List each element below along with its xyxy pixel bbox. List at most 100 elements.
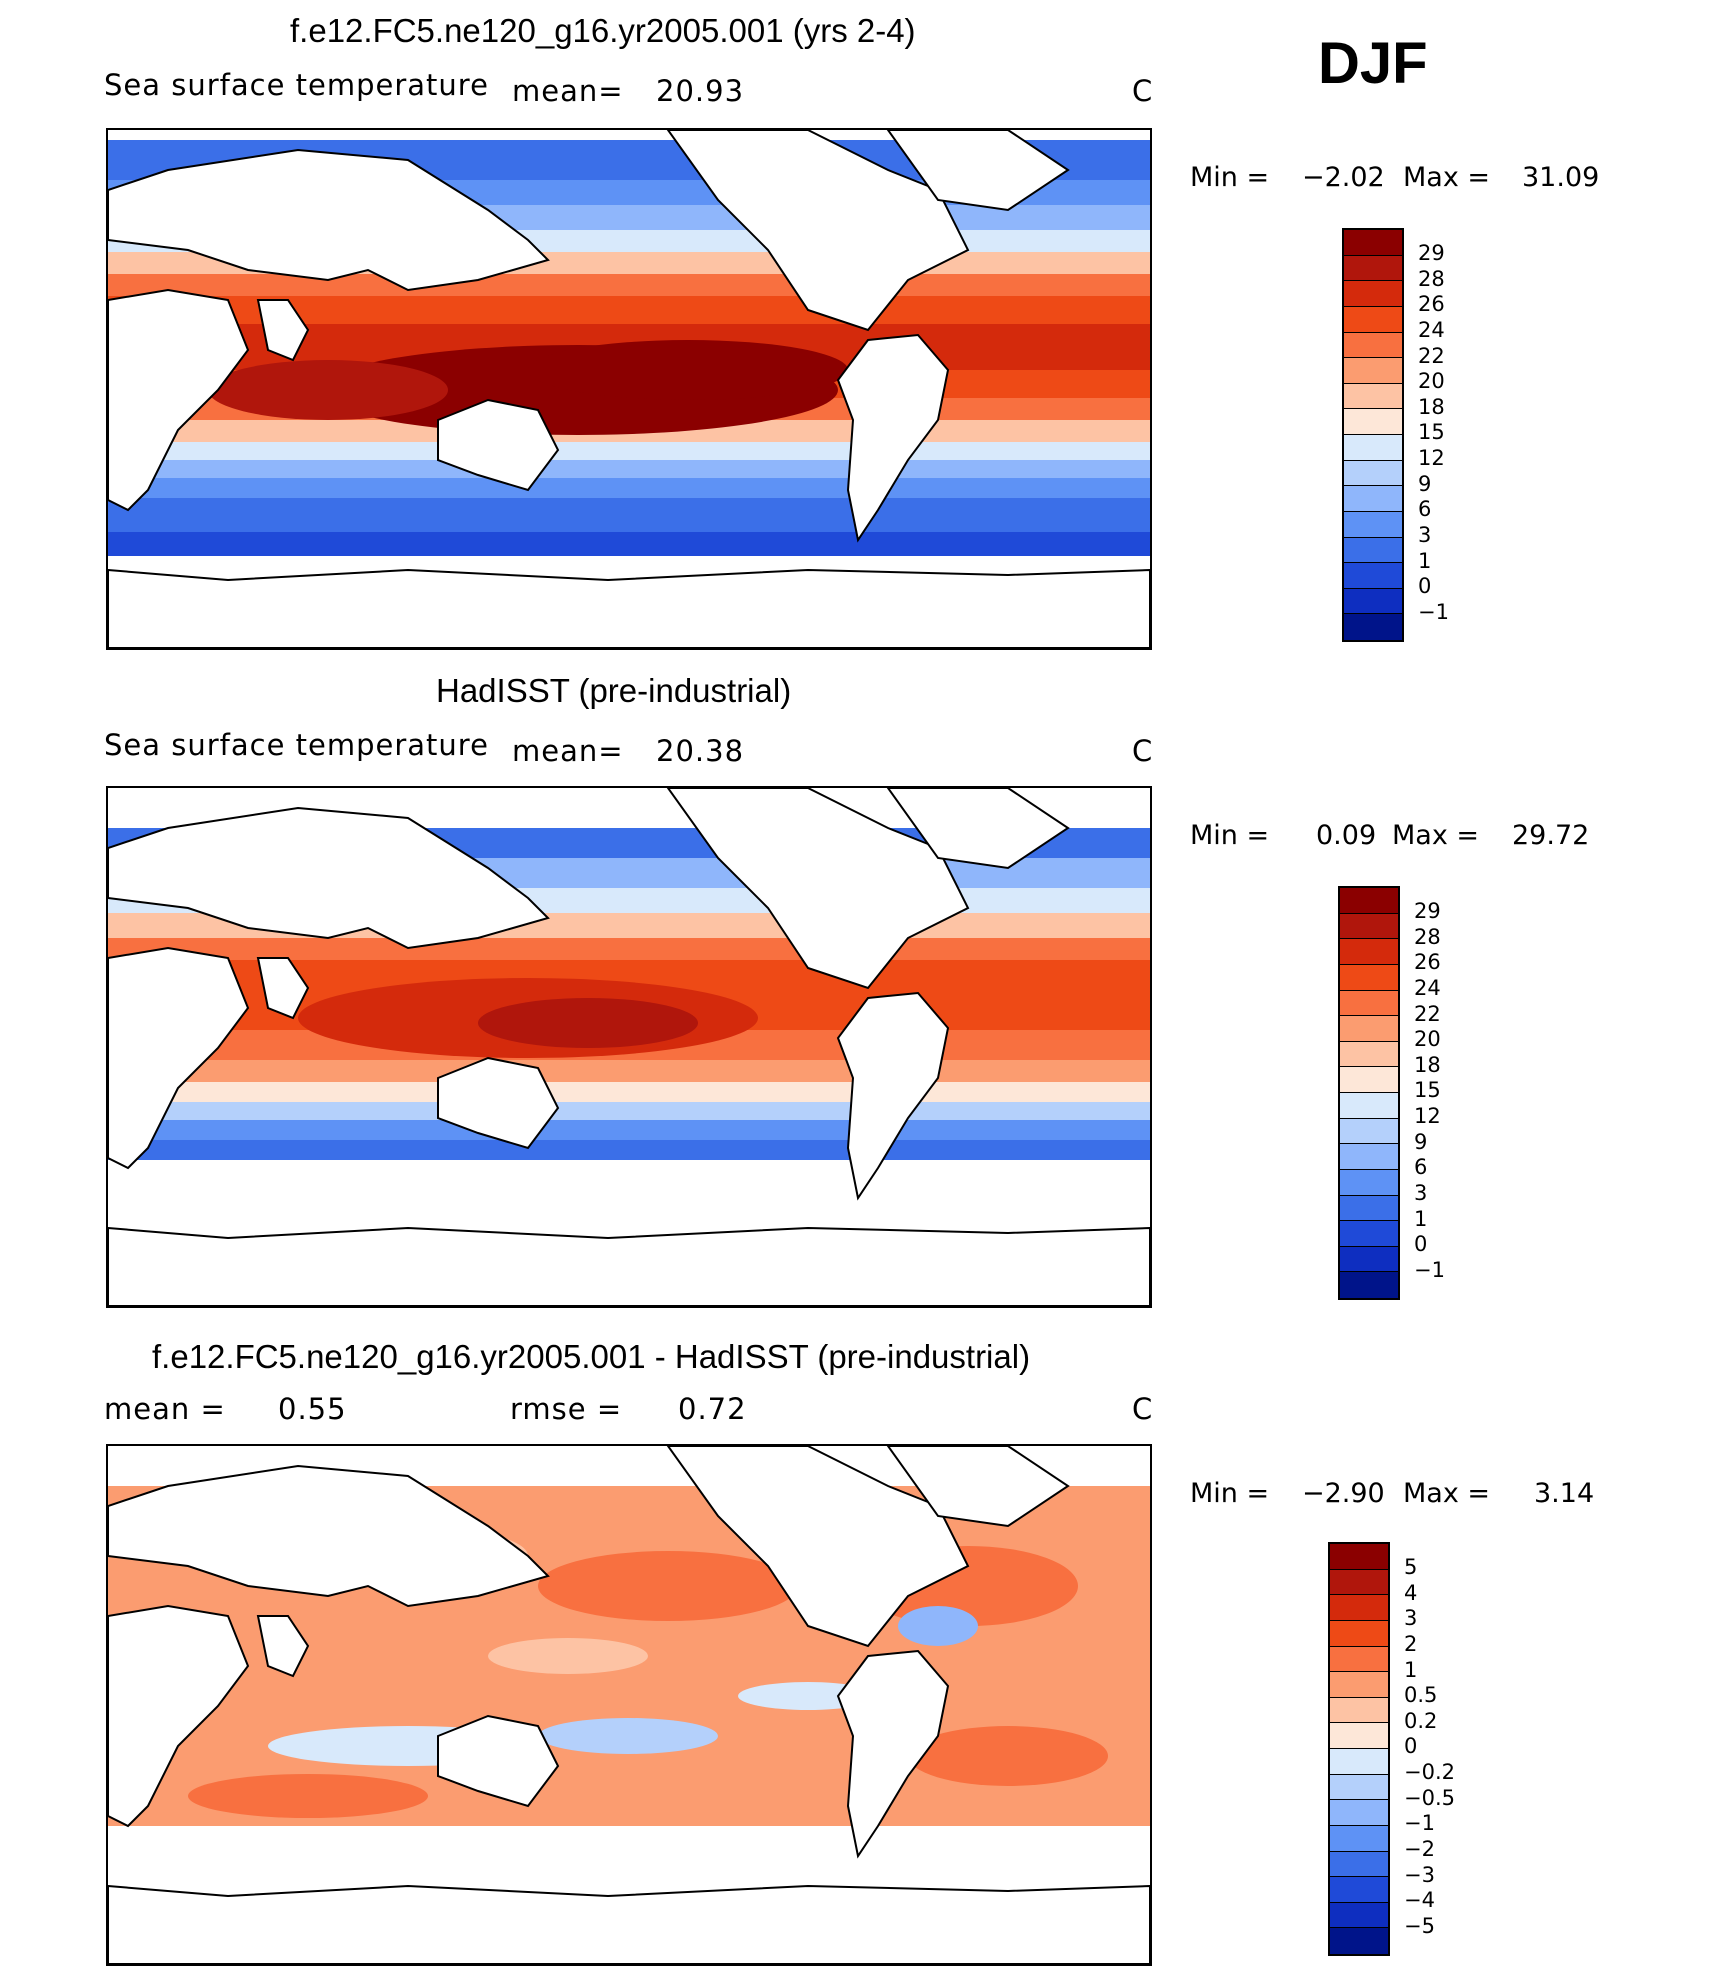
panel1-min-label: Min =: [1190, 162, 1270, 193]
colorbar-tick-label: 15: [1414, 1078, 1441, 1103]
colorbar-swatch: [1340, 1272, 1398, 1298]
land: [437, 1714, 560, 1808]
anomaly: [188, 1774, 428, 1818]
band: [108, 442, 1150, 460]
colorbar-tick-label: 3: [1418, 522, 1432, 547]
panel3-rmse-value: 0.72: [678, 1392, 747, 1426]
colorbar-swatch: [1340, 1221, 1398, 1247]
colorbar-swatch: [1330, 1877, 1388, 1903]
colorbar-swatch: [1330, 1646, 1388, 1673]
panel1-max-value: 31.09: [1522, 162, 1600, 193]
land: [437, 398, 560, 492]
colorbar-swatch: [1344, 332, 1402, 359]
panel1-min-value: −2.02: [1302, 162, 1385, 193]
colorbar-swatch: [1340, 1144, 1398, 1170]
colorbar-swatch: [1340, 913, 1398, 940]
colorbar-swatch: [1344, 306, 1402, 333]
colorbar-swatch: [1330, 1774, 1388, 1801]
panel3-max-value: 3.14: [1534, 1478, 1595, 1509]
land: [108, 148, 550, 292]
colorbar-tick-label: −0.5: [1404, 1785, 1455, 1810]
colorbar-tick-label: 0.2: [1404, 1708, 1438, 1733]
panel2-min-label: Min =: [1190, 820, 1270, 851]
colorbar-swatch: [1330, 1800, 1388, 1826]
land: [666, 1446, 970, 1648]
colorbar-swatch: [1330, 1902, 1388, 1929]
panel2-max-label: Max =: [1392, 820, 1480, 851]
colorbar-swatch: [1344, 435, 1402, 461]
panel1-colorbar: [1342, 228, 1404, 642]
colorbar-swatch: [1340, 939, 1398, 965]
colorbar-swatch: [1330, 1851, 1388, 1878]
land: [108, 288, 250, 512]
colorbar-tick-label: 18: [1414, 1052, 1441, 1077]
colorbar-tick-label: 20: [1414, 1027, 1441, 1052]
colorbar-tick-label: 26: [1414, 950, 1441, 975]
band: [108, 938, 1150, 960]
colorbar-swatch: [1340, 1195, 1398, 1222]
land: [108, 806, 550, 950]
land: [108, 568, 1150, 648]
panel2-map: [106, 786, 1152, 1308]
colorbar-swatch: [1340, 1041, 1398, 1068]
panel2-variable-label: Sea surface temperature: [104, 728, 489, 762]
land: [886, 130, 1070, 212]
colorbar-tick-label: −4: [1404, 1888, 1435, 1913]
panel1-mean-label: mean=: [512, 74, 624, 108]
panel3-mean-value: 0.55: [278, 1392, 347, 1426]
panel2-sst-field: [108, 788, 1150, 1306]
panel2-title: HadISST (pre-industrial): [436, 672, 792, 709]
panel3-max-label: Max =: [1403, 1478, 1491, 1509]
panel2-max-value: 29.72: [1512, 820, 1590, 851]
colorbar-tick-label: −5: [1404, 1913, 1435, 1938]
panel3-title: f.e12.FC5.ne120_g16.yr2005.001 - HadISST…: [152, 1338, 1031, 1375]
colorbar-tick-label: 3: [1414, 1180, 1428, 1205]
colorbar-tick-label: 29: [1414, 899, 1441, 923]
land: [437, 1056, 560, 1150]
colorbar-tick-label: 5: [1404, 1555, 1418, 1579]
colorbar-swatch: [1340, 1246, 1398, 1273]
colorbar-swatch: [1330, 1595, 1388, 1621]
colorbar-tick-label: 0: [1404, 1734, 1418, 1759]
land: [256, 957, 310, 1020]
colorbar-tick-label: −3: [1404, 1862, 1435, 1887]
colorbar-swatch: [1330, 1620, 1388, 1647]
panel3-mean-label: mean =: [104, 1392, 226, 1426]
colorbar-swatch: [1344, 358, 1402, 384]
warm-pool: [208, 360, 448, 420]
colorbar-tick-label: 12: [1418, 446, 1445, 470]
panel2-colorbar: [1338, 886, 1400, 1300]
band: [108, 532, 1150, 556]
colorbar-tick-label: 20: [1418, 369, 1445, 394]
band: [108, 274, 1150, 296]
land: [108, 1464, 550, 1608]
band: [108, 478, 1150, 498]
colorbar-swatch: [1330, 1723, 1388, 1749]
colorbar-swatch: [1344, 486, 1402, 512]
panel3-colorbar: [1328, 1542, 1390, 1956]
colorbar-tick-label: 1: [1404, 1657, 1418, 1682]
colorbar-swatch: [1344, 383, 1402, 410]
panel3-units: C: [1132, 1392, 1154, 1426]
panel1-mean-value: 20.93: [656, 74, 745, 108]
land: [836, 333, 950, 543]
colorbar-swatch: [1340, 1093, 1398, 1119]
colorbar-swatch: [1330, 1825, 1388, 1852]
colorbar-swatch: [1344, 537, 1402, 564]
panel2-mean-value: 20.38: [656, 734, 745, 768]
band: [108, 1102, 1150, 1120]
band: [108, 460, 1150, 478]
colorbar-swatch: [1330, 1544, 1388, 1570]
colorbar-swatch: [1344, 281, 1402, 307]
colorbar-tick-label: 18: [1418, 394, 1445, 419]
colorbar-swatch: [1330, 1928, 1388, 1954]
land: [886, 1446, 1070, 1528]
colorbar-tick-label: 0: [1418, 574, 1432, 599]
colorbar-tick-label: 22: [1414, 1001, 1441, 1026]
panel1-units: C: [1132, 74, 1154, 108]
band: [108, 1120, 1150, 1140]
colorbar-tick-label: 6: [1418, 497, 1432, 522]
panel1-title: f.e12.FC5.ne120_g16.yr2005.001 (yrs 2-4): [290, 12, 916, 49]
anomaly: [488, 1638, 648, 1674]
colorbar-tick-label: 4: [1404, 1580, 1418, 1605]
